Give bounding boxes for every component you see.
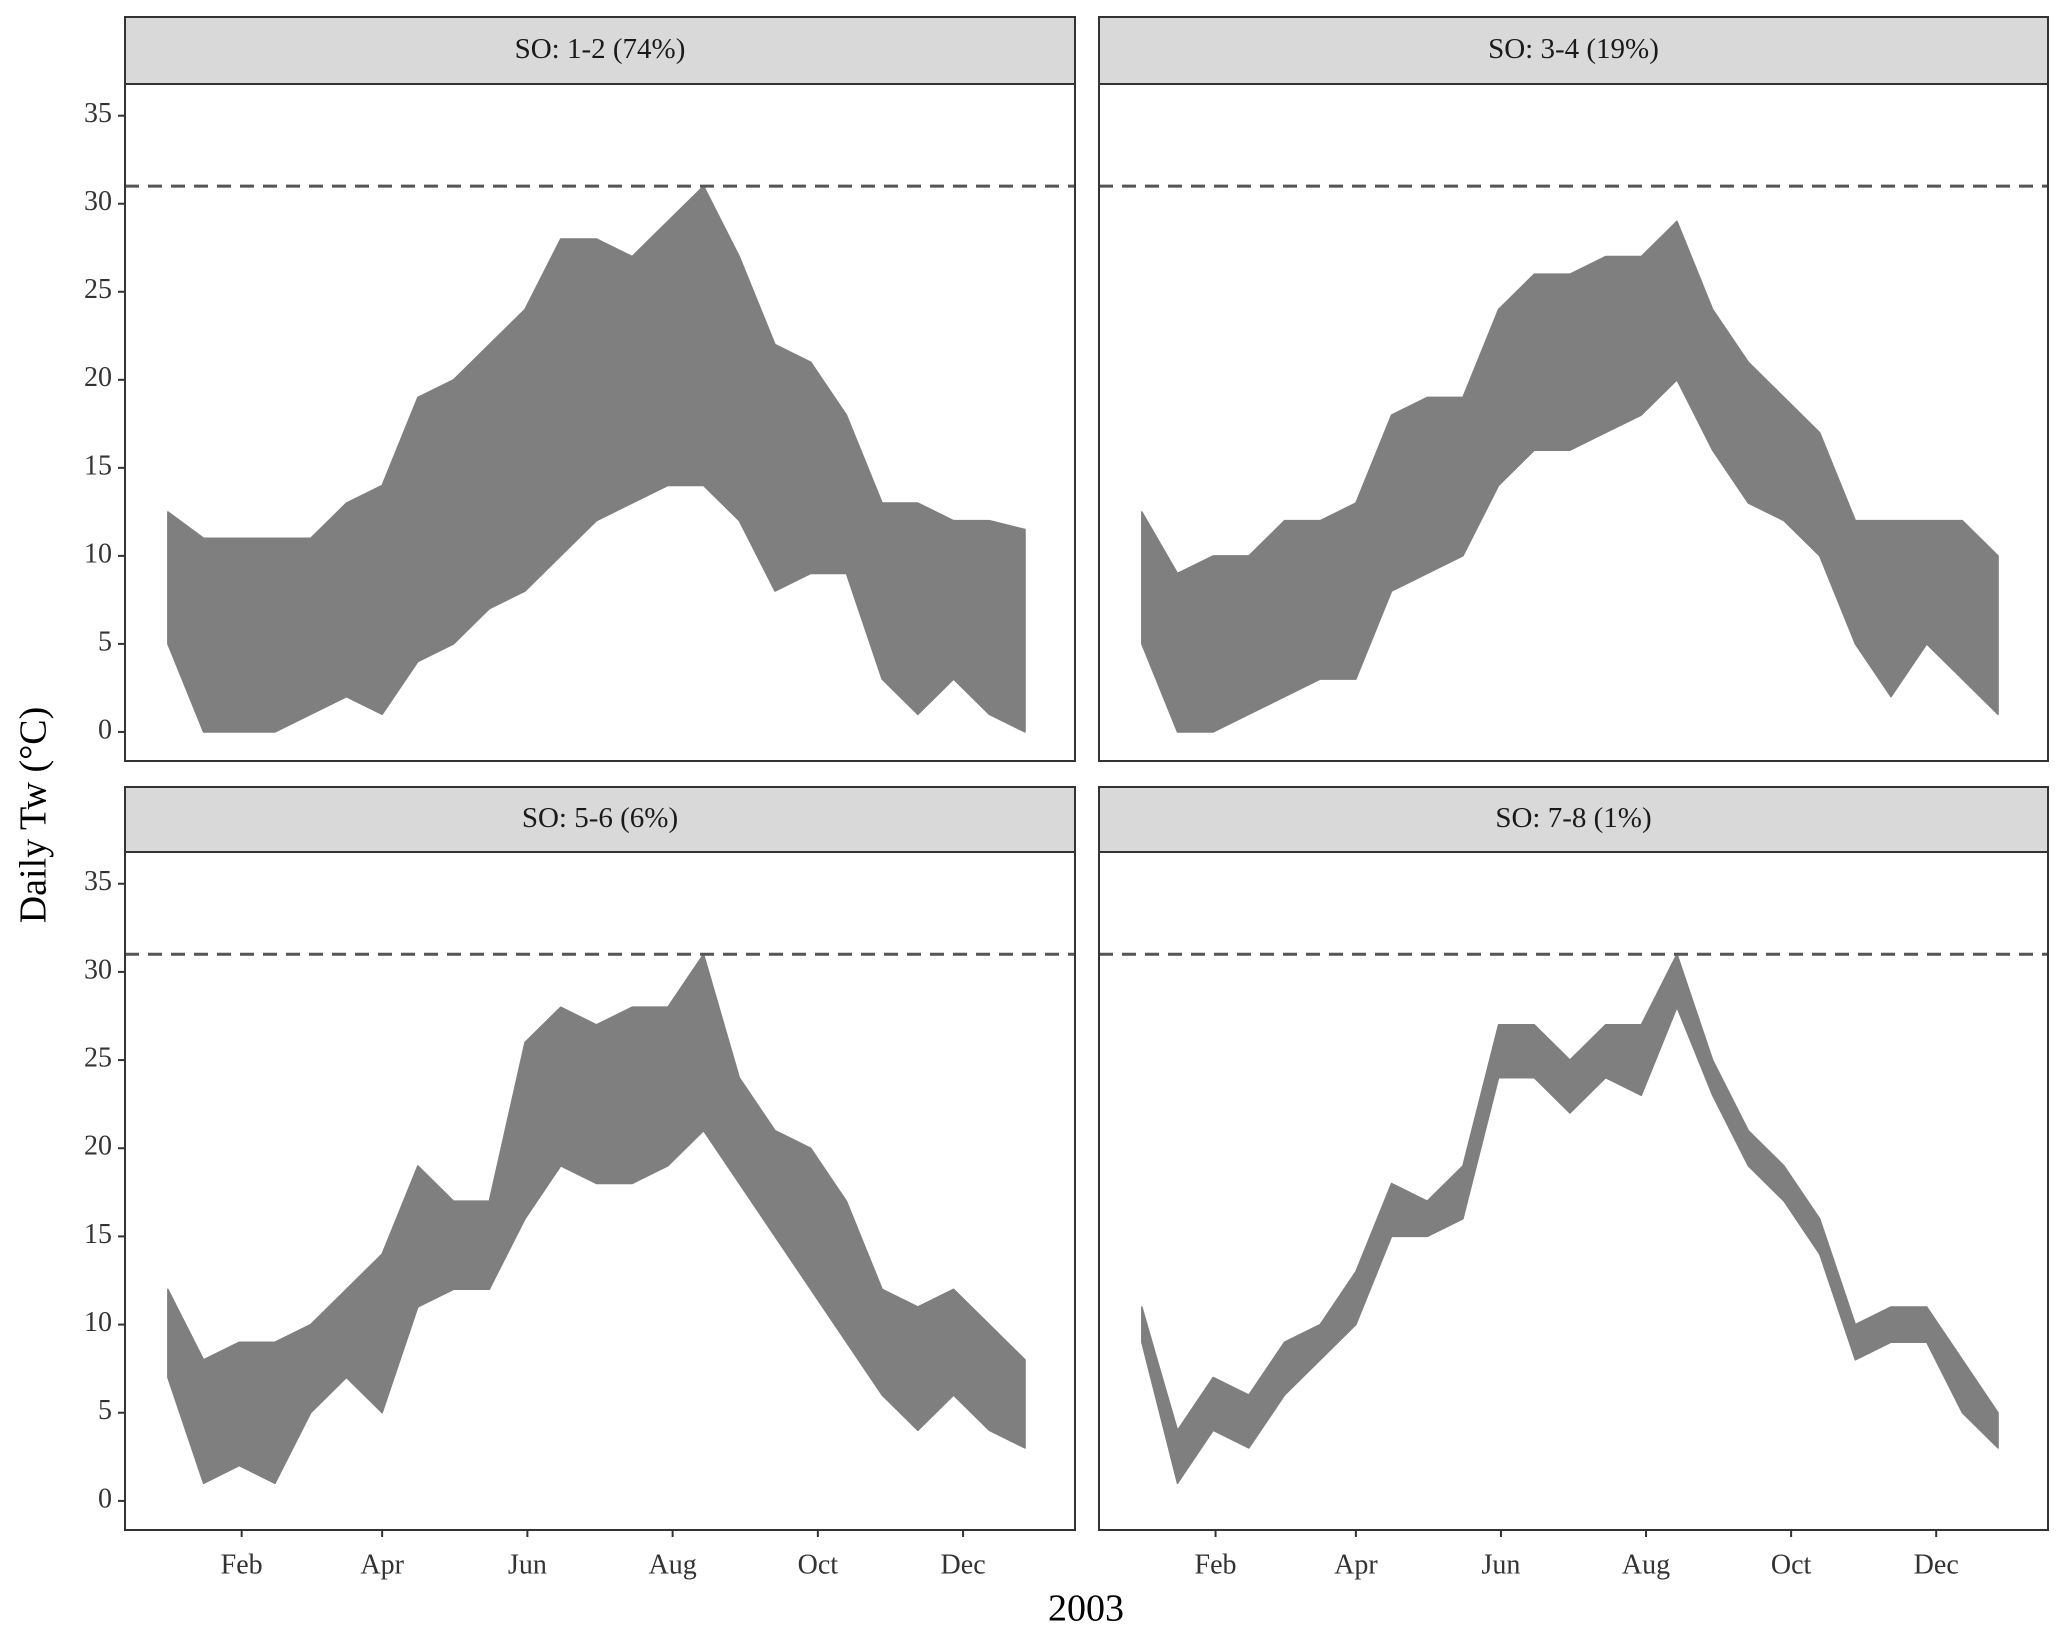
strip	[124, 16, 1076, 85]
range-band	[167, 953, 1026, 1485]
panel-border	[124, 851, 1076, 1531]
range-band	[167, 185, 1026, 733]
x-tick-label: Oct	[798, 1549, 839, 1580]
x-tick-label: Aug	[649, 1549, 697, 1580]
x-tick-label: Apr	[360, 1549, 404, 1580]
y-tick-label: 35	[84, 98, 112, 129]
strip	[1098, 786, 2049, 853]
y-tick-label: 10	[84, 538, 112, 569]
y-tick-label: 0	[98, 1483, 112, 1514]
x-tick-label: Oct	[1771, 1549, 1812, 1580]
y-tick-label: 25	[84, 1042, 112, 1073]
strip	[1098, 16, 2049, 85]
x-tick-label: Jun	[1482, 1549, 1521, 1580]
panel-border	[124, 83, 1076, 762]
x-tick-label: Feb	[1195, 1549, 1237, 1580]
y-tick-label: 20	[84, 362, 112, 393]
y-tick-label: 15	[84, 1219, 112, 1250]
x-tick-label: Dec	[941, 1549, 986, 1580]
strip-title: SO: 1-2 (74%)	[515, 33, 686, 65]
x-tick-label: Apr	[1334, 1549, 1378, 1580]
y-tick-label: 25	[84, 274, 112, 305]
y-tick-label: 30	[84, 186, 112, 217]
y-tick-label: 15	[84, 450, 112, 481]
y-tick-label: 20	[84, 1131, 112, 1162]
y-tick-label: 30	[84, 954, 112, 985]
x-axis-title: 2003	[1048, 1588, 1124, 1630]
y-tick-label: 10	[84, 1307, 112, 1338]
y-tick-label: 5	[98, 626, 112, 657]
strip	[124, 786, 1076, 853]
range-band	[1141, 220, 1999, 733]
panel-border	[1098, 851, 2049, 1531]
y-axis-title: Daily Tw (°C)	[13, 707, 55, 924]
x-tick-label: Jun	[508, 1549, 547, 1580]
x-tick-label: Aug	[1622, 1549, 1670, 1580]
y-tick-label: 35	[84, 866, 112, 897]
x-tick-label: Feb	[221, 1549, 263, 1580]
x-tick-label: Dec	[1914, 1549, 1959, 1580]
y-tick-label: 5	[98, 1395, 112, 1426]
panel-border	[1098, 83, 2049, 762]
strip-title: SO: 5-6 (6%)	[522, 802, 678, 834]
strip-title: SO: 7-8 (1%)	[1495, 802, 1651, 834]
range-band	[1141, 953, 1999, 1485]
y-tick-label: 0	[98, 714, 112, 745]
strip-title: SO: 3-4 (19%)	[1488, 33, 1659, 65]
